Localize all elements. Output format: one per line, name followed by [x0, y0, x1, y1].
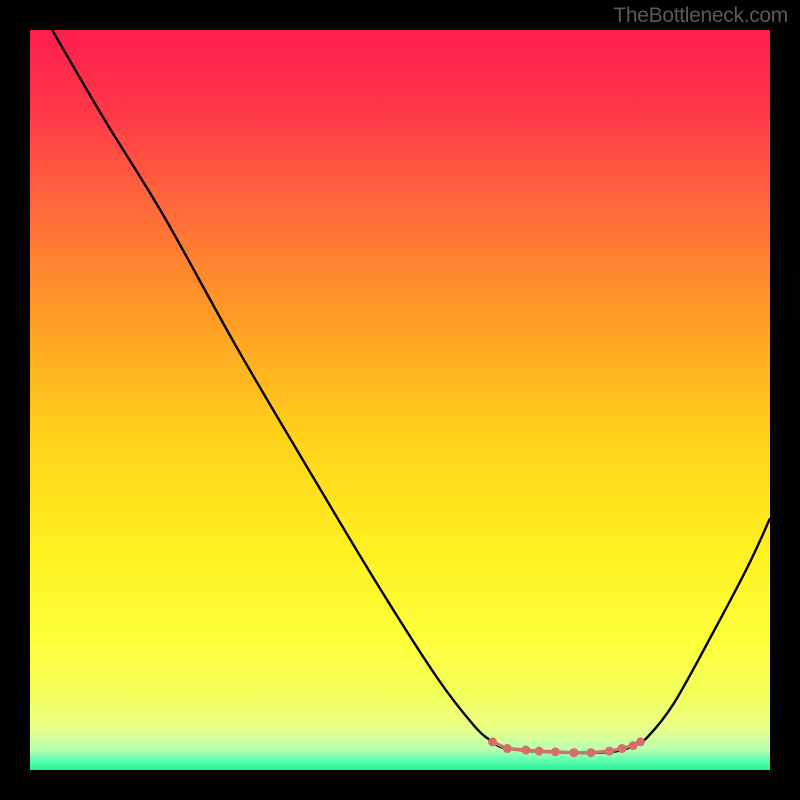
marker-dot: [636, 737, 645, 746]
marker-dot: [503, 744, 512, 753]
watermark-text: TheBottleneck.com: [613, 4, 788, 28]
marker-dot: [551, 747, 560, 756]
marker-dot: [618, 744, 627, 753]
bottleneck-curve: [52, 30, 770, 753]
marker-dot: [605, 747, 614, 756]
plot-area: [30, 30, 770, 770]
marker-dot: [569, 748, 578, 757]
optimal-range-markers: [488, 737, 645, 757]
marker-dot: [488, 737, 497, 746]
chart-svg: [30, 30, 770, 770]
marker-dot: [586, 748, 595, 757]
marker-dot: [535, 747, 544, 756]
marker-dot: [521, 746, 530, 755]
